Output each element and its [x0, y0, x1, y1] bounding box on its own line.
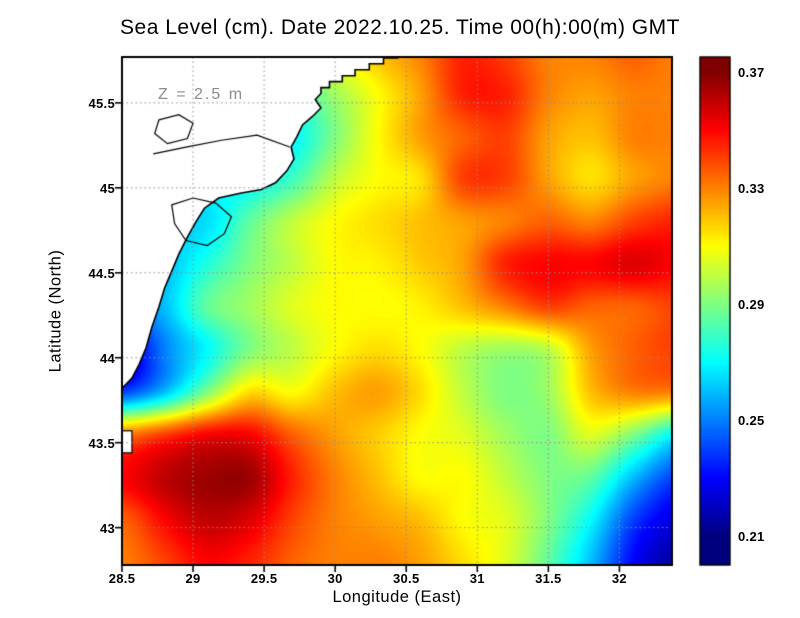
- y-tick-label: 45: [99, 180, 115, 196]
- y-tick-label: 43: [99, 520, 115, 536]
- x-tick-label: 29.5: [250, 571, 278, 586]
- colorbar-tick-label: 0.29: [738, 296, 765, 312]
- x-axis-label: Longitude (East): [332, 588, 462, 606]
- x-tick-label: 29: [185, 571, 201, 586]
- y-axis-label: Latitude (North): [46, 249, 65, 373]
- x-tick-label: 31.5: [535, 571, 562, 586]
- x-tick-label: 28.5: [108, 571, 136, 586]
- y-tick-label: 43.5: [88, 435, 115, 451]
- x-tick-label: 30: [327, 571, 343, 586]
- x-tick-label: 30.5: [392, 571, 420, 586]
- colorbar-tick-label: 0.37: [738, 64, 765, 80]
- y-tick-label: 44: [99, 350, 115, 366]
- y-tick-label: 44.5: [88, 265, 115, 281]
- x-tick-label: 31: [469, 571, 485, 586]
- colorbar-tick-label: 0.21: [738, 528, 765, 544]
- colorbar-tick-label: 0.25: [738, 412, 765, 428]
- x-tick-label: 32: [611, 571, 627, 586]
- figure-title: Sea Level (cm). Date 2022.10.25. Time 00…: [120, 16, 680, 39]
- y-tick-label: 45.5: [88, 95, 115, 111]
- z-depth-annotation: Z = 2.5 m: [158, 86, 245, 103]
- colorbar-tick-label: 0.33: [738, 180, 765, 196]
